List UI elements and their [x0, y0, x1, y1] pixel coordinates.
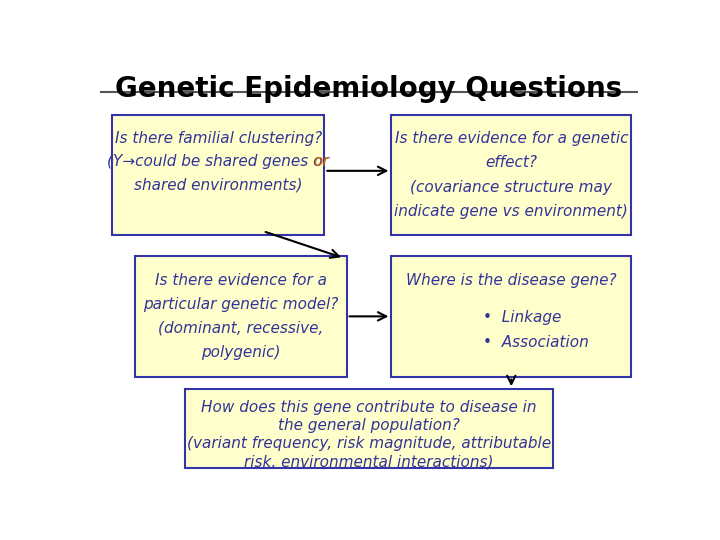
FancyBboxPatch shape	[185, 389, 553, 468]
Text: Where is the disease gene?: Where is the disease gene?	[406, 273, 616, 288]
Text: Is there familial clustering?: Is there familial clustering?	[114, 131, 322, 146]
Text: (Y→could be shared genes: (Y→could be shared genes	[90, 154, 296, 169]
Text: particular genetic model?: particular genetic model?	[143, 297, 338, 312]
Text: Is there evidence for a genetic: Is there evidence for a genetic	[395, 131, 628, 146]
FancyBboxPatch shape	[135, 256, 347, 377]
Text: Is there evidence for a: Is there evidence for a	[155, 273, 327, 288]
Text: (Y→could be shared genes or: (Y→could be shared genes or	[107, 154, 329, 169]
Text: polygenic): polygenic)	[201, 345, 280, 360]
Text: •  Association: • Association	[483, 335, 589, 350]
FancyBboxPatch shape	[112, 114, 324, 235]
FancyBboxPatch shape	[392, 256, 631, 377]
Text: •  Linkage: • Linkage	[483, 310, 562, 325]
Text: Genetic Epidemiology Questions: Genetic Epidemiology Questions	[115, 75, 623, 103]
Text: (covariance structure may: (covariance structure may	[410, 180, 612, 194]
Text: indicate gene vs environment): indicate gene vs environment)	[395, 204, 629, 219]
FancyBboxPatch shape	[392, 114, 631, 235]
Text: or: or	[314, 154, 329, 169]
Text: (Y→could be shared genes or: (Y→could be shared genes or	[107, 154, 329, 169]
Text: effect?: effect?	[485, 156, 537, 171]
Text: shared environments): shared environments)	[134, 177, 302, 192]
Text: How does this gene contribute to disease in: How does this gene contribute to disease…	[202, 400, 536, 415]
Text: the general population?: the general population?	[278, 418, 460, 433]
Text: (variant frequency, risk magnitude, attributable: (variant frequency, risk magnitude, attr…	[187, 436, 551, 451]
Text: risk, environmental interactions): risk, environmental interactions)	[244, 454, 494, 469]
Text: (dominant, recessive,: (dominant, recessive,	[158, 321, 323, 336]
